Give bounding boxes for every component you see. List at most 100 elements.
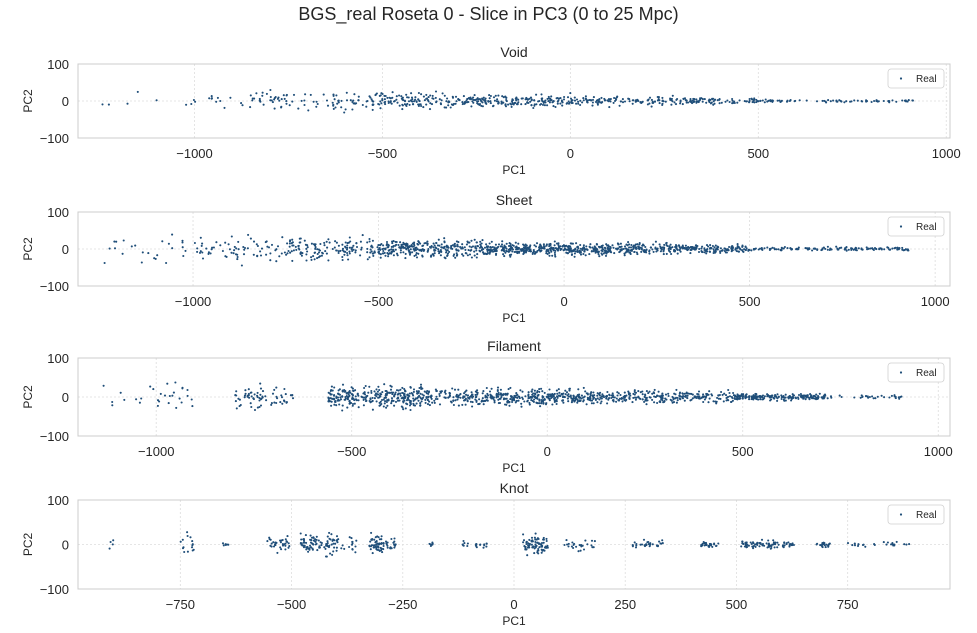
data-point — [896, 248, 899, 251]
data-point — [701, 542, 704, 545]
data-point — [658, 102, 661, 105]
data-point — [528, 250, 531, 253]
data-point — [745, 100, 748, 103]
data-point — [782, 544, 786, 547]
data-point — [282, 94, 285, 97]
data-point — [332, 538, 335, 541]
data-point — [505, 249, 508, 252]
data-point — [307, 550, 310, 553]
data-point — [620, 397, 623, 400]
data-point — [617, 399, 621, 402]
data-point — [564, 248, 567, 251]
data-point — [582, 99, 585, 102]
data-point — [130, 245, 133, 248]
data-point — [486, 392, 489, 395]
data-point — [373, 538, 376, 541]
data-point — [425, 391, 428, 394]
data-point — [532, 545, 535, 548]
data-point — [422, 106, 425, 109]
data-point — [427, 395, 430, 398]
data-point — [507, 250, 511, 253]
data-point — [676, 399, 679, 402]
data-point — [516, 103, 519, 106]
data-point — [811, 249, 814, 252]
data-point — [368, 385, 371, 388]
data-point — [530, 98, 533, 101]
data-point — [445, 100, 448, 103]
data-point — [191, 549, 194, 552]
data-point — [479, 240, 482, 243]
data-point — [395, 252, 399, 255]
data-point — [357, 399, 360, 402]
data-point — [485, 542, 488, 545]
data-point — [343, 111, 346, 114]
data-point — [559, 395, 562, 398]
data-point — [395, 95, 398, 98]
data-point — [327, 259, 330, 262]
data-point — [494, 94, 497, 97]
data-point — [309, 538, 312, 541]
data-point — [840, 246, 843, 249]
data-point — [816, 542, 819, 545]
data-point — [636, 243, 639, 246]
data-point — [383, 101, 386, 104]
data-point — [797, 393, 801, 397]
data-point — [745, 546, 748, 549]
data-point — [536, 551, 539, 554]
data-point — [529, 100, 532, 103]
data-point — [525, 542, 528, 546]
data-point — [198, 251, 202, 254]
data-point — [610, 396, 613, 400]
data-point — [712, 103, 715, 106]
data-point — [352, 244, 355, 247]
data-point — [412, 390, 415, 393]
data-point — [408, 253, 412, 256]
data-point — [405, 399, 409, 402]
data-point — [507, 401, 511, 404]
data-point — [703, 247, 706, 250]
data-point — [457, 388, 460, 391]
data-point — [377, 102, 380, 106]
data-point — [547, 97, 550, 100]
data-point — [475, 249, 478, 252]
data-point — [497, 94, 500, 97]
data-point — [384, 394, 387, 397]
data-point — [557, 242, 560, 245]
data-point — [511, 101, 514, 104]
data-point — [279, 401, 282, 404]
data-point — [584, 95, 587, 98]
data-point — [734, 394, 737, 397]
data-point — [505, 403, 508, 406]
data-point — [755, 98, 758, 101]
data-point — [776, 393, 779, 396]
data-point — [376, 246, 379, 249]
data-point — [281, 236, 284, 239]
data-point — [479, 99, 482, 102]
data-point — [575, 242, 578, 245]
data-point — [908, 543, 911, 546]
data-point — [327, 399, 330, 402]
data-point — [354, 249, 357, 252]
data-point — [774, 541, 777, 544]
data-point — [731, 245, 734, 248]
data-point — [890, 394, 893, 397]
data-point — [341, 258, 344, 262]
data-point — [623, 391, 626, 394]
data-point — [395, 240, 398, 244]
data-point — [372, 546, 375, 549]
data-point — [312, 255, 315, 258]
data-point — [367, 391, 370, 394]
data-point — [305, 253, 308, 256]
data-point — [408, 392, 411, 395]
data-point — [906, 100, 909, 103]
data-point — [270, 243, 274, 246]
data-point — [452, 103, 455, 106]
data-point — [479, 245, 483, 248]
data-point — [679, 398, 682, 401]
data-point — [348, 246, 351, 249]
data-point — [377, 250, 381, 253]
data-point — [804, 398, 807, 401]
data-point — [744, 395, 747, 398]
data-point — [366, 241, 369, 244]
data-point — [737, 394, 740, 397]
